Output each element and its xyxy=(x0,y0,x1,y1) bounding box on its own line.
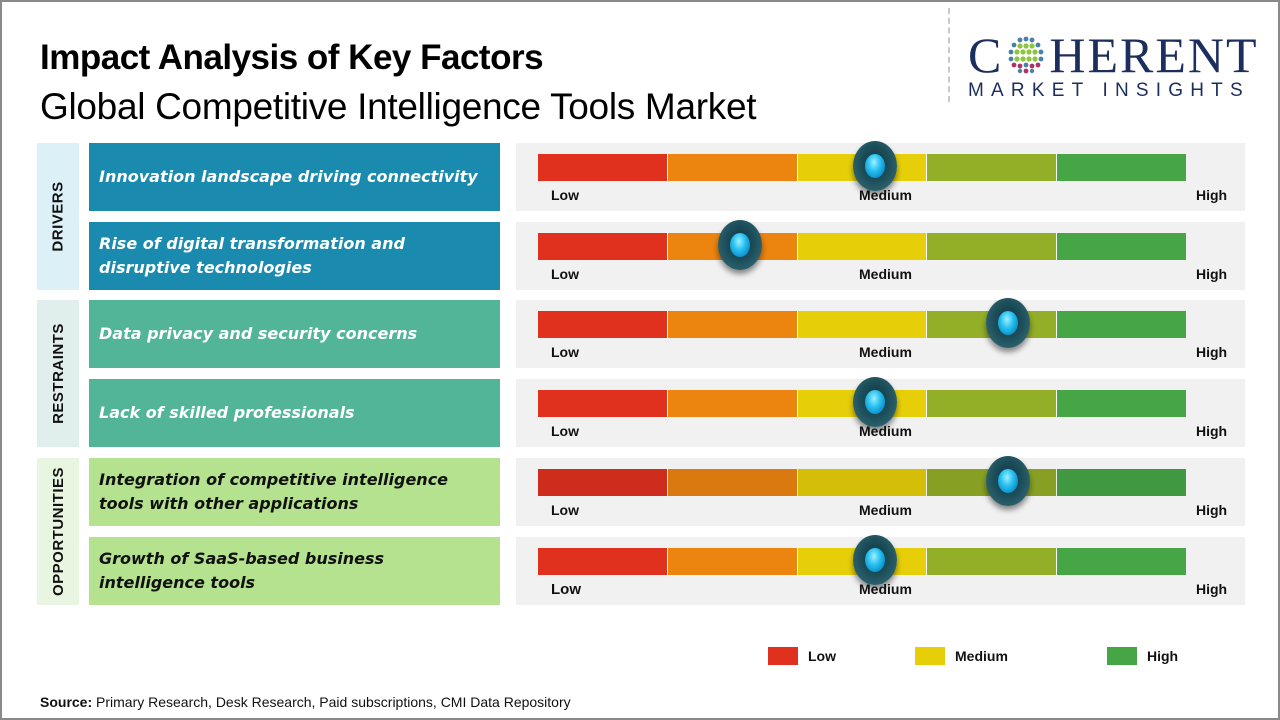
category-opportunities: OPPORTUNITIES xyxy=(37,458,79,605)
segment-low-medium xyxy=(667,390,798,417)
segment-low xyxy=(538,233,668,260)
segment-high xyxy=(1057,548,1186,575)
impact-knob-icon xyxy=(718,220,762,270)
gauge-low-label: Low xyxy=(551,502,579,518)
gauge-high-label: High xyxy=(1196,344,1228,360)
page-subtitle: Global Competitive Intelligence Tools Ma… xyxy=(40,86,757,127)
legend-item-medium: Medium xyxy=(915,647,1008,665)
gauge-medium-label: Medium xyxy=(859,581,912,597)
impact-knob-icon xyxy=(853,141,897,191)
category-label: RESTRAINTS xyxy=(49,323,67,424)
factor-box: Integration of competitive intelligence … xyxy=(89,458,500,526)
segment-high xyxy=(1057,469,1186,496)
legend-label: Medium xyxy=(955,648,1008,664)
segment-medium-high xyxy=(927,154,1058,181)
impact-gauge: Low Medium High xyxy=(516,298,1245,368)
gauge-bar xyxy=(538,548,1186,575)
source-prefix: Source: xyxy=(40,694,93,710)
segment-high xyxy=(1057,390,1186,417)
factor-box: Innovation landscape driving connectivit… xyxy=(89,143,500,211)
gauge-low-label: Low xyxy=(551,423,579,439)
impact-gauge: Low Medium High xyxy=(516,141,1245,211)
source-text: Primary Research, Desk Research, Paid su… xyxy=(92,694,571,710)
segment-low-medium xyxy=(667,311,798,338)
segment-low xyxy=(538,311,668,338)
segment-high xyxy=(1057,154,1186,181)
gauge-medium-label: Medium xyxy=(859,344,912,360)
impact-knob-icon xyxy=(853,535,897,585)
gauge-high-label: High xyxy=(1196,423,1228,439)
globe-dots-icon xyxy=(1008,36,1044,74)
gauge-bar xyxy=(538,233,1186,260)
category-drivers: DRIVERS xyxy=(37,143,79,290)
legend-label: Low xyxy=(808,648,836,664)
gauge-high-label: High xyxy=(1196,266,1228,282)
gauge-low-label: Low xyxy=(551,187,579,203)
gauge-bar xyxy=(538,390,1186,417)
segment-low xyxy=(538,469,668,496)
segment-high xyxy=(1057,233,1186,260)
impact-gauge: Low Medium High xyxy=(516,220,1245,290)
factor-box: Data privacy and security concerns xyxy=(89,300,500,368)
gauge-medium-label: Medium xyxy=(859,423,912,439)
logo-letter-c: C xyxy=(968,27,1004,83)
segment-low-medium xyxy=(667,154,798,181)
segment-medium-high xyxy=(927,390,1058,417)
source-note: Source: Primary Research, Desk Research,… xyxy=(40,694,571,710)
gauge-low-label: Low xyxy=(551,581,581,598)
legend-swatch-low xyxy=(768,647,798,665)
gauge-medium-label: Medium xyxy=(859,266,912,282)
logo-divider xyxy=(948,8,950,102)
logo-wordmark: HERENT xyxy=(1049,27,1259,83)
segment-high xyxy=(1057,311,1186,338)
company-logo: C HERENT MARKET INSIGHTS xyxy=(968,30,1268,102)
gauge-medium-label: Medium xyxy=(859,187,912,203)
segment-low-medium xyxy=(667,469,798,496)
segment-medium-high xyxy=(927,548,1058,575)
category-label: OPPORTUNITIES xyxy=(49,466,67,597)
segment-low-medium xyxy=(667,548,798,575)
impact-knob-icon xyxy=(986,456,1030,506)
impact-gauge: Low Medium High xyxy=(516,377,1245,447)
factor-box: Growth of SaaS-based business intelligen… xyxy=(89,537,500,605)
segment-medium xyxy=(797,311,928,338)
segment-low xyxy=(538,154,668,181)
category-restraints: RESTRAINTS xyxy=(37,300,79,447)
segment-low xyxy=(538,390,668,417)
category-label: DRIVERS xyxy=(49,181,67,252)
factor-box: Rise of digital transformation and disru… xyxy=(89,222,500,290)
gauge-high-label: High xyxy=(1196,187,1228,203)
gauge-low-label: Low xyxy=(551,344,579,360)
segment-medium xyxy=(797,233,928,260)
legend-item-high: High xyxy=(1107,647,1178,665)
legend-label: High xyxy=(1147,648,1179,664)
page-title: Impact Analysis of Key Factors xyxy=(40,38,544,77)
legend-item-low: Low xyxy=(768,647,836,665)
impact-gauge: Low Medium High xyxy=(516,535,1245,605)
legend-swatch-high xyxy=(1107,647,1137,665)
gauge-bar xyxy=(538,154,1186,181)
gauge-bar xyxy=(538,311,1186,338)
impact-gauge: Low Medium High xyxy=(516,456,1245,526)
gauge-high-label: High xyxy=(1196,502,1228,518)
gauge-bar xyxy=(538,469,1186,496)
factor-box: Lack of skilled professionals xyxy=(89,379,500,447)
segment-medium xyxy=(797,469,928,496)
gauge-high-label: High xyxy=(1196,581,1228,597)
impact-knob-icon xyxy=(853,377,897,427)
segment-low xyxy=(538,548,668,575)
gauge-medium-label: Medium xyxy=(859,502,912,518)
legend-swatch-medium xyxy=(915,647,945,665)
gauge-low-label: Low xyxy=(551,266,579,282)
logo-tagline: MARKET INSIGHTS xyxy=(968,80,1250,101)
impact-knob-icon xyxy=(986,298,1030,348)
segment-medium-high xyxy=(927,233,1058,260)
